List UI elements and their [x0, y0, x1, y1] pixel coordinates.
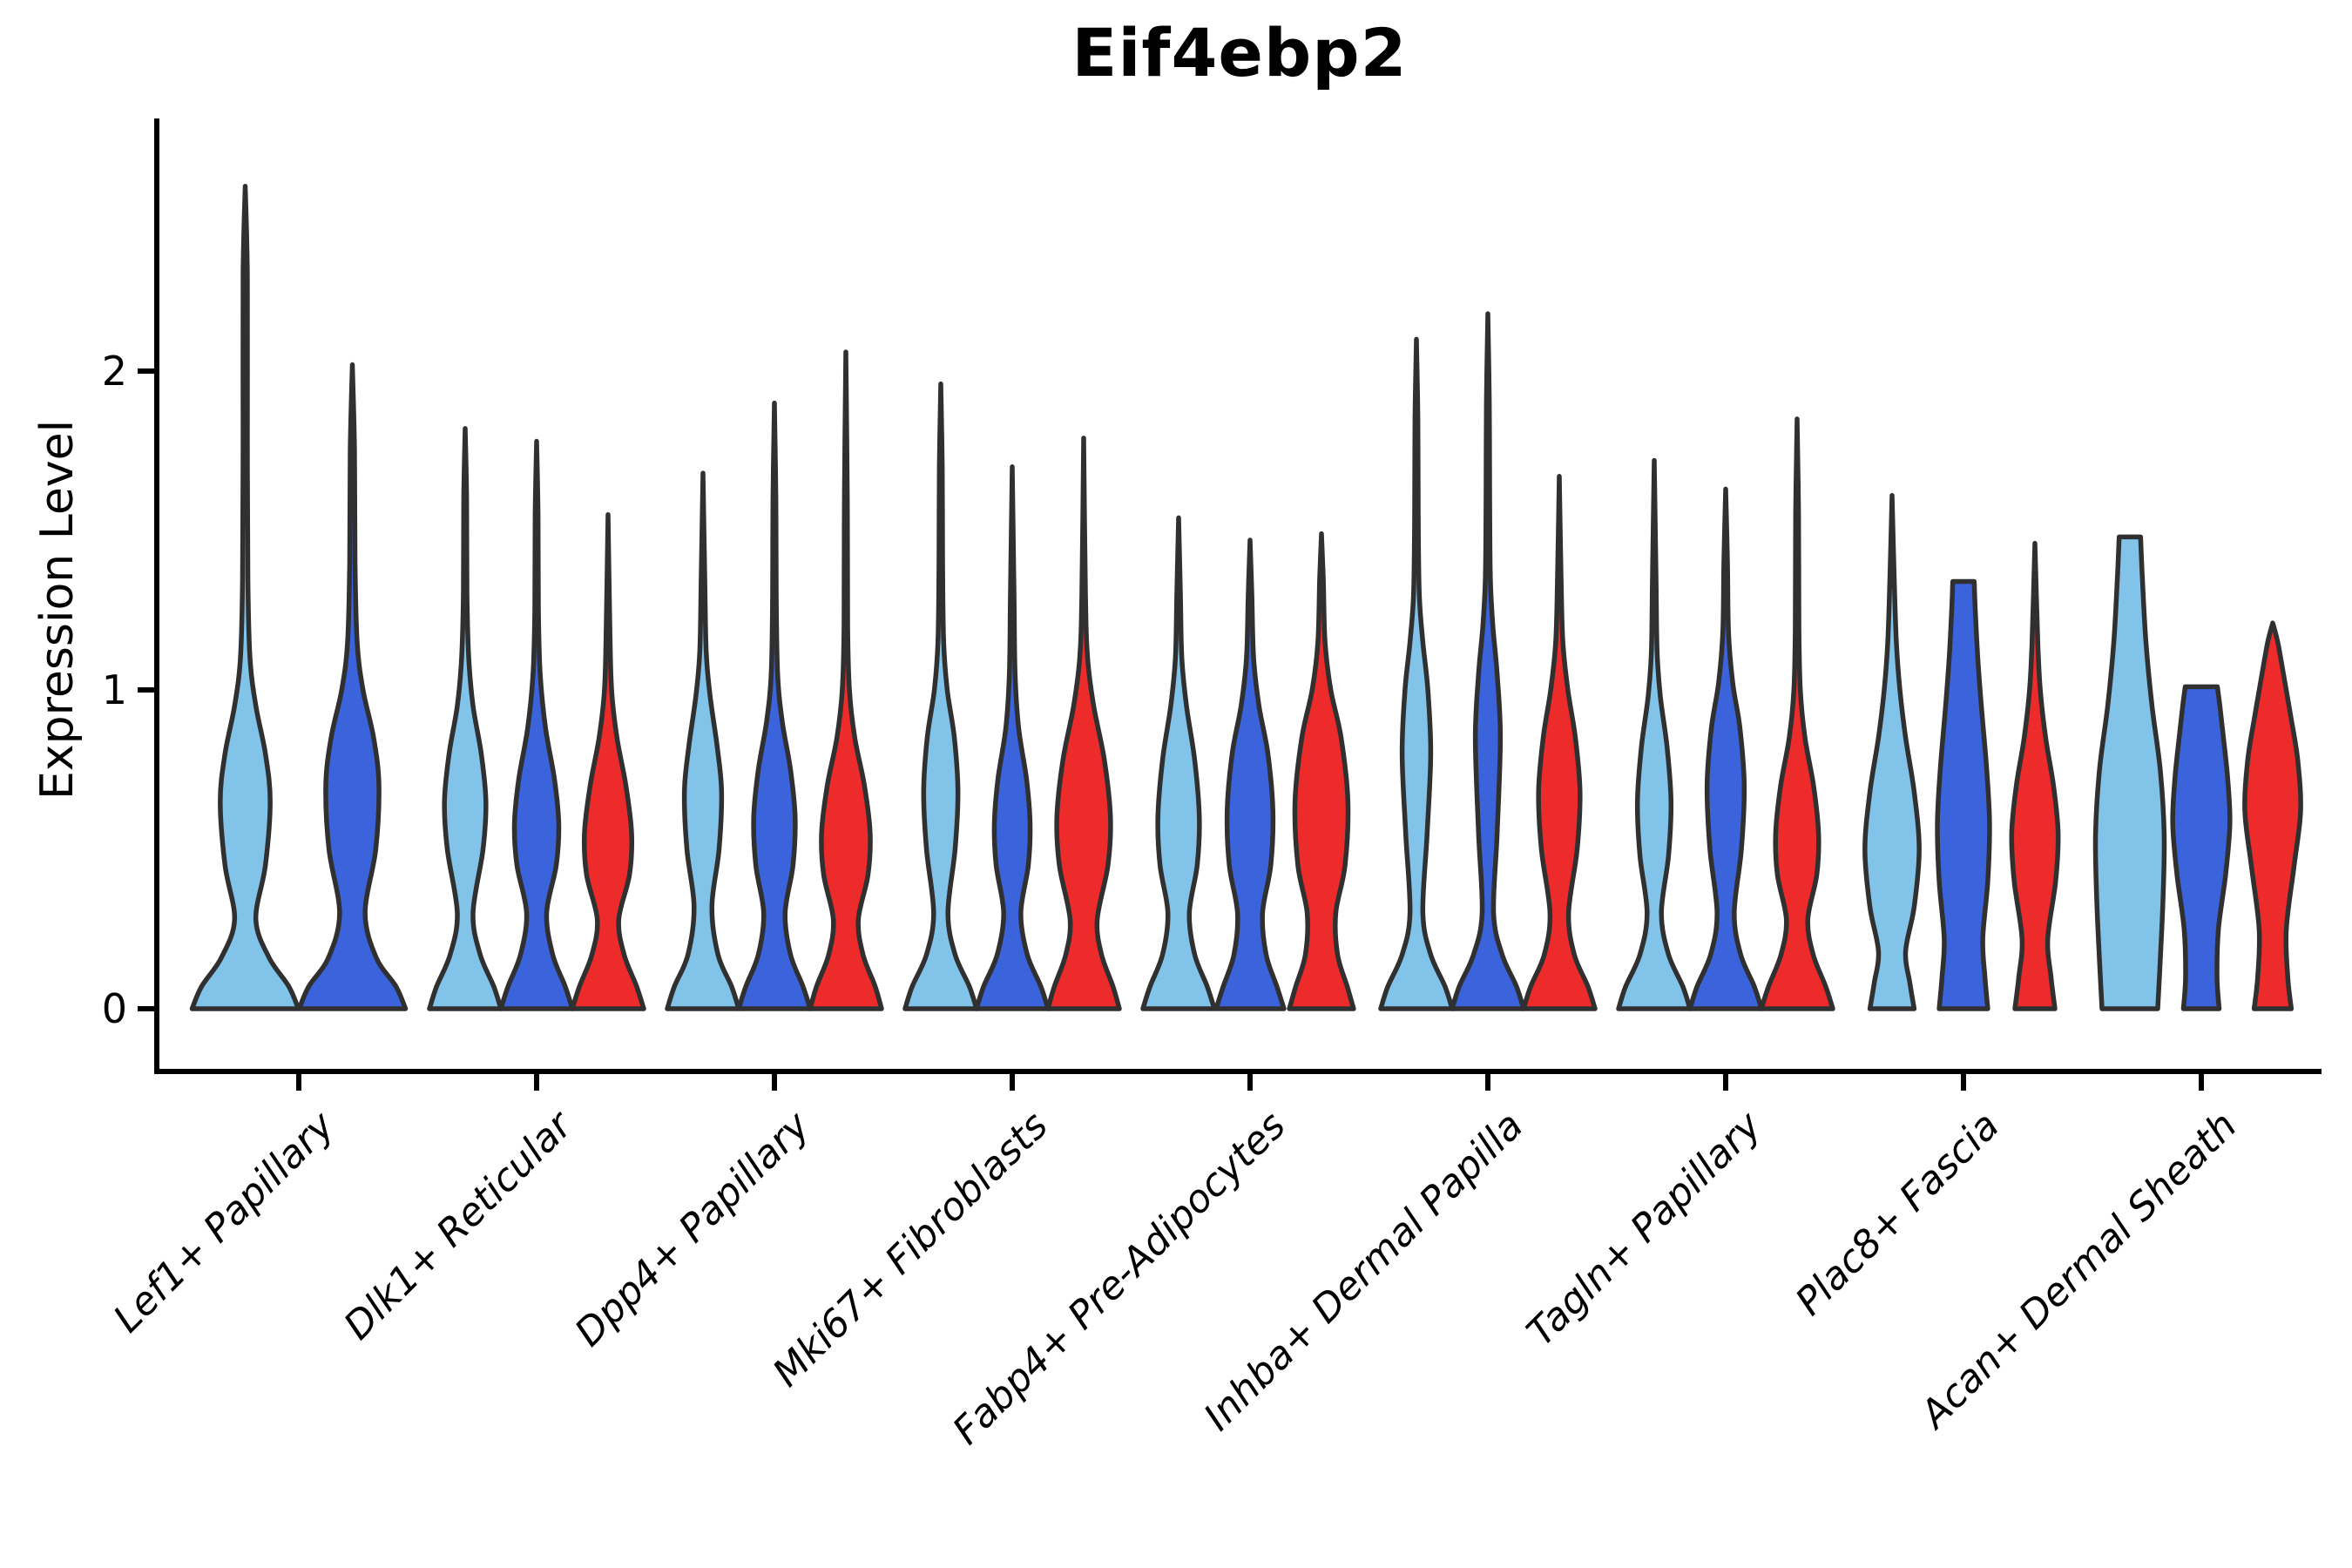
- violin-light_blue-fabp4-pre-adipocytes: [1140, 515, 1217, 1011]
- violin-dark_blue-dlk1-reticular: [498, 438, 575, 1011]
- violin-light_blue-acan-dermal-sheath: [2092, 534, 2167, 1011]
- violin-red-acan-dermal-sheath: [2242, 620, 2303, 1011]
- violin-light_blue-tagln-papillary: [1616, 457, 1693, 1011]
- violin-dark_blue-tagln-papillary: [1687, 486, 1764, 1011]
- axes-layer: [138, 118, 2322, 1091]
- violin-dark_blue-fabp4-pre-adipocytes: [1213, 537, 1287, 1011]
- y-tick-label-1: 1: [101, 666, 127, 713]
- violin-red-dpp4-papillary: [808, 349, 884, 1011]
- violin-dark_blue-plac8-fascia: [1935, 578, 1992, 1011]
- violin-light_blue-mki67-fibroblasts: [902, 381, 979, 1011]
- violin-light_blue-inhba-dermal-papilla: [1378, 336, 1455, 1011]
- violin-dark_blue-mki67-fibroblasts: [974, 464, 1051, 1011]
- y-tick-label-0: 0: [101, 985, 127, 1032]
- violin-red-dlk1-reticular: [570, 511, 646, 1011]
- violin-light_blue-dlk1-reticular: [427, 426, 504, 1011]
- violin-light_blue-lef1-papillary: [189, 183, 301, 1011]
- y-tick-label-2: 2: [101, 348, 127, 395]
- violin-dark_blue-lef1-papillary: [296, 362, 409, 1011]
- violin-red-tagln-papillary: [1759, 416, 1835, 1011]
- violin-red-mki67-fibroblasts: [1045, 436, 1122, 1011]
- violin-dark_blue-acan-dermal-sheath: [2170, 684, 2233, 1011]
- violin-light_blue-dpp4-papillary: [665, 470, 741, 1011]
- violin-red-inhba-dermal-papilla: [1521, 474, 1598, 1011]
- violin-dark_blue-inhba-dermal-papilla: [1450, 311, 1526, 1011]
- violins-layer: [189, 183, 2303, 1011]
- violin-red-fabp4-pre-adipocytes: [1287, 531, 1356, 1011]
- violin-dark_blue-dpp4-papillary: [736, 400, 813, 1011]
- chart-title: Eif4ebp2: [1071, 14, 1408, 91]
- violin-red-plac8-fascia: [2009, 540, 2061, 1011]
- y-axis-label: Expression Level: [31, 419, 84, 801]
- violin-light_blue-plac8-fascia: [1862, 492, 1922, 1011]
